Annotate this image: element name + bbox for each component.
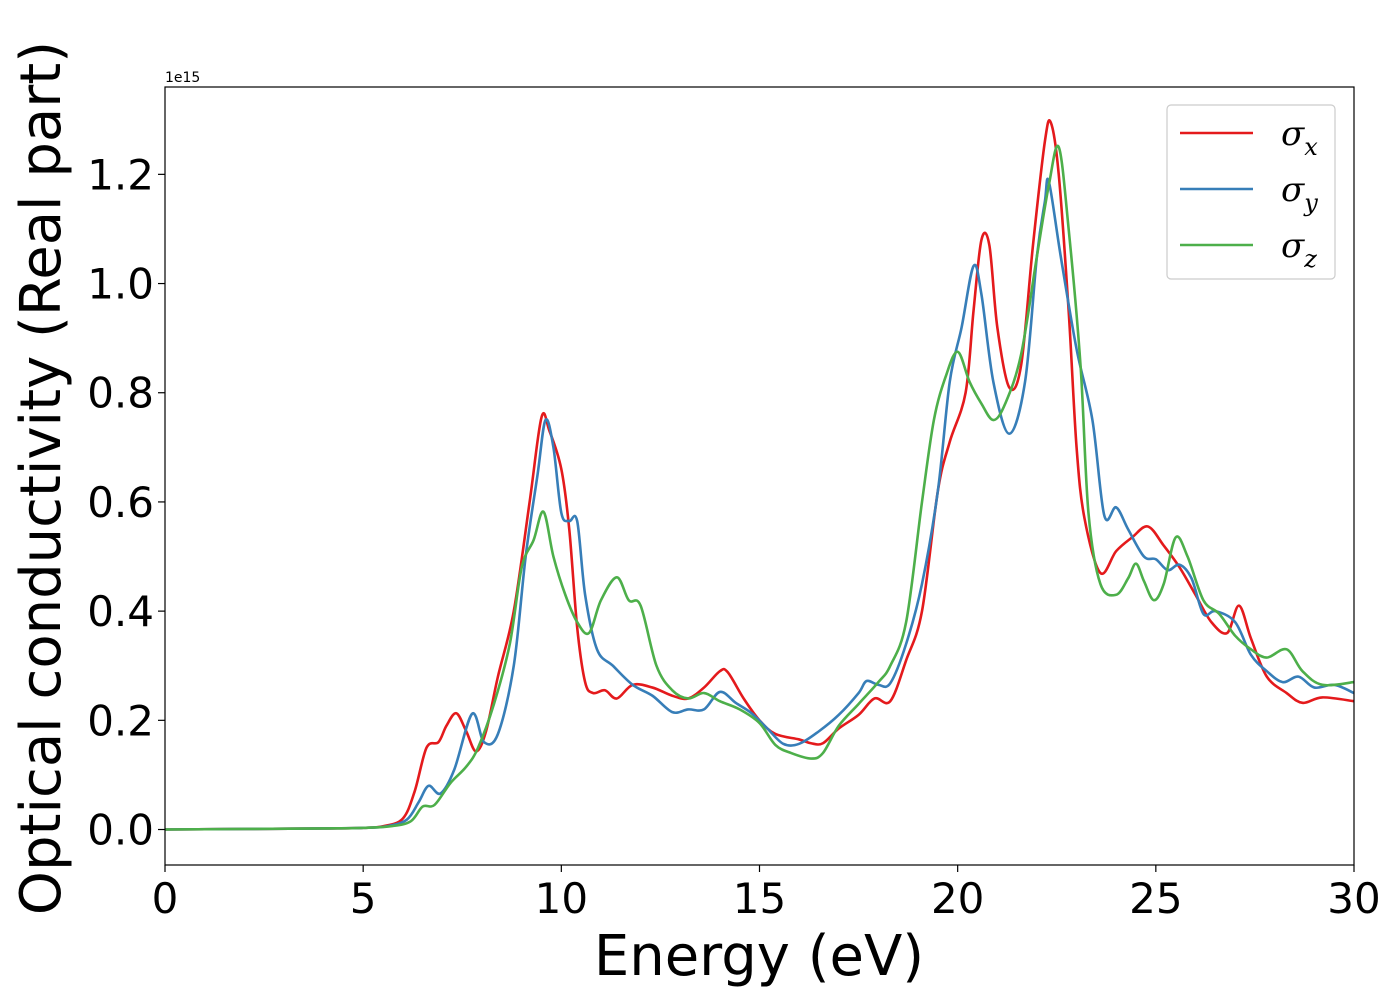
- series-line-sigma-y: [165, 177, 1354, 831]
- y-tick-label: 1.0: [87, 260, 154, 309]
- y-tick-label: 0.6: [87, 478, 154, 527]
- y-tick-label: 0.8: [87, 369, 154, 418]
- y-tick-label: 0.0: [87, 806, 154, 855]
- legend-frame: [1166, 104, 1336, 280]
- y-tick-label: 0.2: [87, 696, 154, 745]
- y-axis-label: Optical conductivity (Real part): [9, 41, 74, 915]
- y-tick-label: 1.2: [87, 150, 154, 199]
- x-tick-label: 10: [535, 874, 588, 923]
- x-tick-label: 0: [152, 874, 179, 923]
- y-axis: 0.0 0.2 0.4 0.6 0.8 1.0 1.2: [87, 150, 165, 855]
- series-line-sigma-z: [165, 144, 1354, 831]
- legend-label-sigma-z: σz: [1281, 226, 1317, 273]
- legend-label-sigma-x: σx: [1281, 114, 1318, 161]
- x-axis: 0 5 10 15 20 25 30: [152, 865, 1381, 923]
- x-tick-label: 30: [1327, 874, 1380, 923]
- x-axis-label: Energy (eV): [594, 924, 924, 989]
- series-layer: [165, 118, 1354, 831]
- y-tick-label: 0.4: [87, 587, 154, 636]
- x-tick-label: 15: [733, 874, 786, 923]
- y-offset-label: 1e15: [165, 70, 200, 86]
- x-tick-label: 25: [1129, 874, 1182, 923]
- legend: σx σy σz: [1166, 104, 1336, 280]
- x-tick-label: 5: [350, 874, 377, 923]
- x-tick-label: 20: [931, 874, 984, 923]
- legend-label-sigma-y: σy: [1281, 170, 1318, 217]
